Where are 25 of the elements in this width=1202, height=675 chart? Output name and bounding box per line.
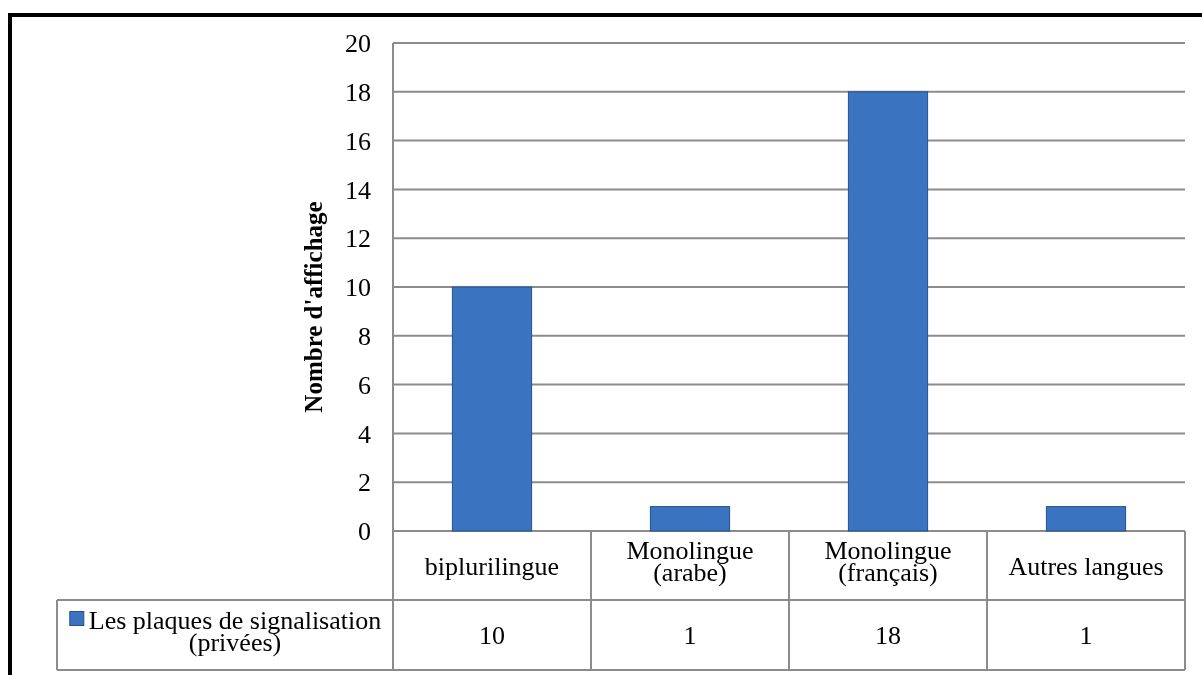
x-tick-label: Autres langues	[1008, 551, 1164, 581]
y-tick-label: 6	[358, 370, 371, 400]
y-tick-label: 20	[345, 29, 371, 59]
bar	[1045, 506, 1127, 532]
x-tick-label: Monolingue (arabe)	[626, 536, 754, 587]
y-tick-label: 8	[358, 321, 371, 351]
data-label: 1	[1079, 621, 1093, 651]
y-tick-label: 10	[345, 273, 371, 303]
y-tick-label: 14	[345, 175, 371, 205]
y-tick-label: 18	[345, 77, 371, 107]
y-axis-title: Nombre d'affichage	[299, 201, 327, 413]
y-tick-label: 0	[358, 517, 371, 547]
bar	[847, 91, 929, 532]
data-label: 10	[479, 621, 505, 651]
x-tick-label: biplurilingue	[424, 551, 560, 581]
y-tick-label: 12	[345, 224, 371, 254]
data-label: 18	[875, 621, 901, 651]
bar	[451, 286, 533, 532]
bar	[649, 506, 731, 532]
data-label: 1	[683, 621, 697, 651]
x-tick-label: Monolingue (français)	[824, 536, 952, 587]
y-tick-label: 4	[358, 419, 371, 449]
legend-label: Les plaques de signalisation (privées)	[88, 605, 382, 657]
y-tick-label: 2	[358, 468, 371, 498]
y-tick-label: 16	[345, 126, 371, 156]
